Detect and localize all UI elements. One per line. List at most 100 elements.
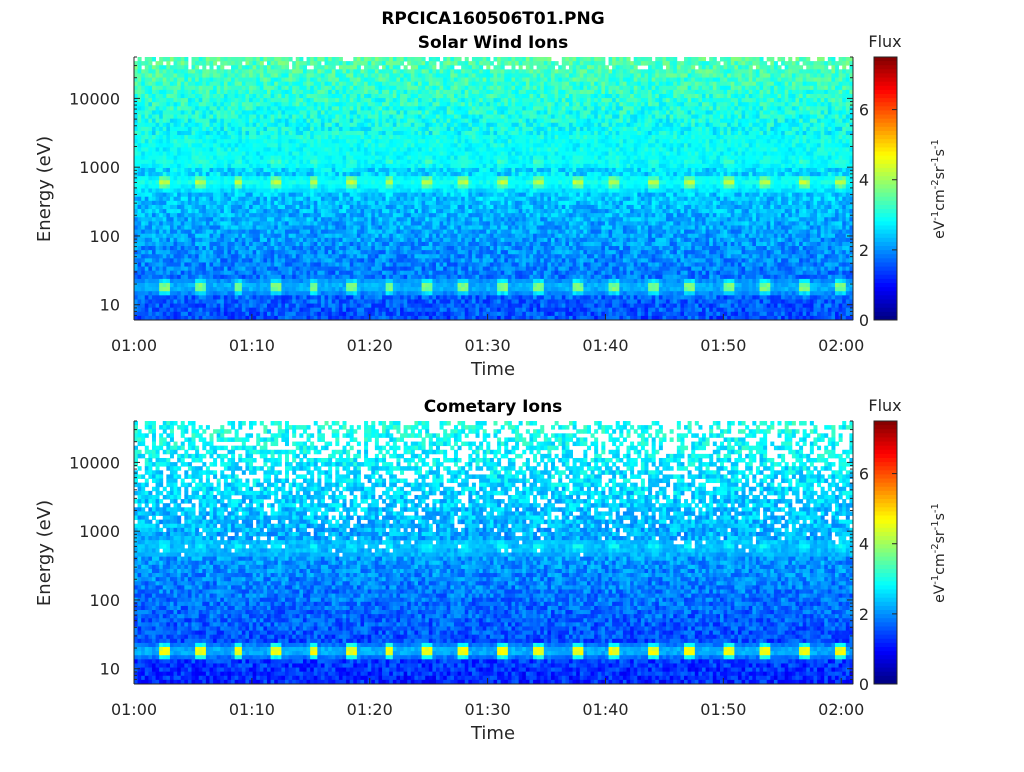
heatmap-cell	[199, 78, 203, 83]
heatmap-cell	[537, 69, 541, 74]
heatmap-cell	[138, 65, 142, 70]
heatmap-cell	[335, 61, 339, 66]
heatmap-cell	[253, 69, 257, 74]
heatmap-cell	[145, 90, 149, 95]
heatmap-cell	[199, 61, 203, 66]
heatmap-cell	[547, 73, 551, 78]
heatmap-cell	[662, 86, 666, 91]
heatmap-cell	[289, 78, 293, 83]
heatmap-cell	[745, 69, 749, 74]
heatmap-cell	[540, 78, 544, 83]
heatmap-cell	[256, 90, 260, 95]
heatmap-cell	[393, 94, 397, 99]
heatmap-cell	[357, 98, 361, 103]
heatmap-cell	[727, 73, 731, 78]
heatmap-cell	[511, 69, 515, 74]
heatmap-cell	[440, 65, 444, 70]
heatmap-cell	[839, 78, 843, 83]
heatmap-cell	[325, 94, 329, 99]
heatmap-cell	[289, 57, 293, 62]
heatmap-cell	[346, 78, 350, 83]
heatmap-cell	[360, 69, 364, 74]
heatmap-cell	[371, 61, 375, 66]
heatmap-cell	[465, 94, 469, 99]
heatmap-cell	[238, 57, 242, 62]
heatmap-cell	[256, 94, 260, 99]
heatmap-cell	[181, 57, 185, 62]
heatmap-cell	[479, 94, 483, 99]
heatmap-cell	[443, 57, 447, 62]
heatmap-cell	[616, 69, 620, 74]
heatmap-cell	[544, 65, 548, 70]
heatmap-cell	[411, 69, 415, 74]
heatmap-cell	[526, 57, 530, 62]
heatmap-cell	[731, 57, 735, 62]
heatmap-cell	[627, 90, 631, 95]
heatmap-cell	[422, 82, 426, 87]
heatmap-cell	[529, 69, 533, 74]
heatmap-cell	[544, 86, 548, 91]
heatmap-cell	[623, 73, 627, 78]
heatmap-cell	[749, 57, 753, 62]
heatmap-cell	[400, 94, 404, 99]
heatmap-cell	[760, 78, 764, 83]
heatmap-cell	[332, 65, 336, 70]
heatmap-cell	[263, 78, 267, 83]
heatmap-cell	[278, 82, 282, 87]
heatmap-cell	[343, 73, 347, 78]
heatmap-cell	[594, 69, 598, 74]
heatmap-cell	[249, 78, 253, 83]
heatmap-cell	[285, 82, 289, 87]
heatmap-cell	[688, 73, 692, 78]
heatmap-cell	[519, 90, 523, 95]
heatmap-cell	[591, 82, 595, 87]
heatmap-cell	[601, 94, 605, 99]
heatmap-cell	[174, 69, 178, 74]
heatmap-cell	[738, 90, 742, 95]
heatmap-cell	[587, 90, 591, 95]
heatmap-cell	[292, 86, 296, 91]
heatmap-cell	[760, 57, 764, 62]
heatmap-cell	[795, 57, 799, 62]
heatmap-cell	[152, 78, 156, 83]
heatmap-cell	[749, 73, 753, 78]
heatmap-cell	[184, 94, 188, 99]
heatmap-cell	[206, 69, 210, 74]
heatmap-cell	[274, 61, 278, 66]
heatmap-cell	[738, 78, 742, 83]
heatmap-cell	[821, 57, 825, 62]
heatmap-cell	[231, 65, 235, 70]
heatmap-cell	[465, 73, 469, 78]
heatmap-cell	[450, 73, 454, 78]
heatmap-cell	[770, 57, 774, 62]
heatmap-cell	[817, 69, 821, 74]
heatmap-cell	[450, 78, 454, 83]
heatmap-cell	[760, 86, 764, 91]
heatmap-cell	[763, 90, 767, 95]
heatmap-cell	[414, 78, 418, 83]
heatmap-cell	[170, 98, 174, 103]
heatmap-cell	[817, 86, 821, 91]
heatmap-cell	[544, 73, 548, 78]
heatmap-cell	[350, 78, 354, 83]
heatmap-cell	[501, 78, 505, 83]
heatmap-cell	[411, 61, 415, 66]
heatmap-cell	[472, 69, 476, 74]
heatmap-cell	[184, 57, 188, 62]
heatmap-cell	[824, 69, 828, 74]
heatmap-cell	[537, 94, 541, 99]
heatmap-cell	[821, 65, 825, 70]
heatmap-cell	[138, 82, 142, 87]
heatmap-cell	[544, 61, 548, 66]
heatmap-cell	[785, 69, 789, 74]
heatmap-cell	[217, 90, 221, 95]
heatmap-cell	[184, 61, 188, 66]
heatmap-cell	[742, 61, 746, 66]
heatmap-cell	[134, 82, 138, 87]
heatmap-cell	[688, 65, 692, 70]
heatmap-cell	[490, 90, 494, 95]
heatmap-cell	[806, 82, 810, 87]
heatmap-cell	[490, 78, 494, 83]
heatmap-cell	[278, 86, 282, 91]
heatmap-cell	[425, 78, 429, 83]
